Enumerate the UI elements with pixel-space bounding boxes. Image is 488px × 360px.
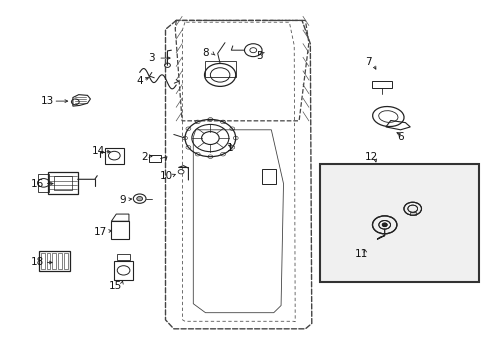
Text: 7: 7	[365, 57, 371, 67]
Bar	[46, 253, 50, 269]
Circle shape	[382, 223, 386, 226]
Bar	[104, 148, 124, 163]
Circle shape	[382, 223, 386, 226]
Bar	[320, 164, 478, 282]
Circle shape	[137, 197, 142, 201]
Text: 17: 17	[94, 227, 107, 237]
Text: 5: 5	[255, 51, 262, 61]
Bar	[52, 253, 56, 269]
Bar	[54, 176, 72, 190]
Text: 16: 16	[31, 179, 44, 189]
Text: 12: 12	[364, 152, 377, 162]
Text: 15: 15	[108, 281, 122, 291]
Bar	[39, 251, 70, 271]
Bar	[64, 253, 68, 269]
Text: 11: 11	[354, 248, 367, 258]
Text: 6: 6	[396, 132, 403, 142]
Text: 13: 13	[41, 96, 54, 106]
Text: 9: 9	[119, 195, 125, 205]
Bar	[48, 172, 78, 194]
Text: 3: 3	[148, 53, 155, 63]
Bar	[38, 174, 49, 192]
Text: 8: 8	[202, 48, 208, 58]
Text: 2: 2	[141, 152, 147, 162]
Text: 10: 10	[160, 171, 173, 181]
Bar	[111, 221, 129, 239]
Bar	[149, 155, 160, 162]
Bar	[371, 81, 391, 88]
Text: 1: 1	[226, 143, 233, 153]
Bar	[41, 253, 44, 269]
Bar	[114, 261, 133, 280]
Bar	[409, 212, 415, 215]
Bar	[58, 253, 62, 269]
Text: 4: 4	[136, 76, 142, 86]
Bar	[204, 60, 235, 77]
Bar	[117, 254, 130, 260]
Text: 14: 14	[91, 146, 104, 156]
Bar	[261, 169, 276, 184]
Text: 18: 18	[31, 257, 44, 267]
